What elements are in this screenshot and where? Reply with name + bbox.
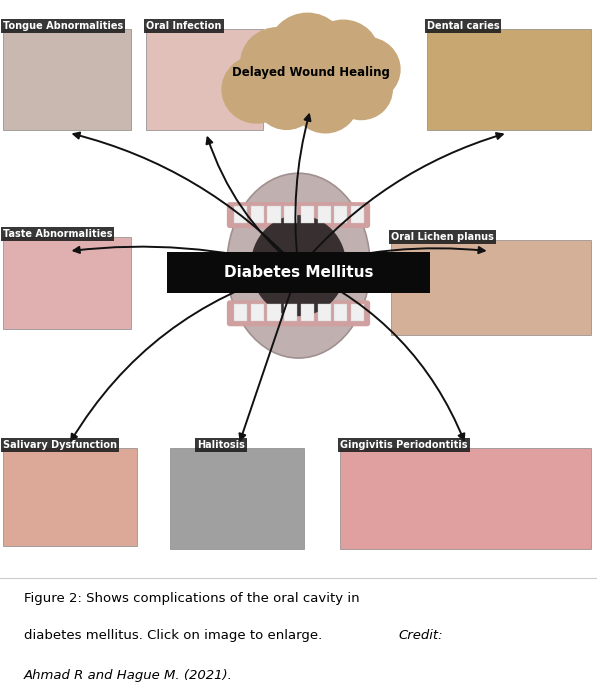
Circle shape	[222, 56, 291, 123]
Circle shape	[334, 38, 400, 101]
Text: Halitosis: Halitosis	[197, 440, 245, 449]
Text: Figure 2: Shows complications of the oral cavity in: Figure 2: Shows complications of the ora…	[24, 592, 359, 606]
Circle shape	[293, 69, 358, 133]
Text: Oral Lichen planus: Oral Lichen planus	[391, 232, 494, 242]
FancyBboxPatch shape	[3, 237, 131, 329]
Text: Taste Abnormalities: Taste Abnormalities	[3, 229, 112, 239]
FancyBboxPatch shape	[318, 206, 331, 223]
Text: Diabetes Mellitus: Diabetes Mellitus	[224, 265, 373, 280]
FancyBboxPatch shape	[251, 304, 264, 321]
FancyBboxPatch shape	[334, 206, 347, 223]
FancyBboxPatch shape	[267, 206, 281, 223]
FancyBboxPatch shape	[267, 304, 281, 321]
FancyBboxPatch shape	[3, 447, 137, 546]
Text: Ahmad R and Hague M. (2021).: Ahmad R and Hague M. (2021).	[24, 669, 233, 682]
FancyBboxPatch shape	[284, 304, 297, 321]
FancyBboxPatch shape	[391, 239, 591, 335]
Text: Oral Infection: Oral Infection	[146, 21, 221, 31]
Circle shape	[241, 28, 315, 99]
FancyBboxPatch shape	[234, 304, 247, 321]
Text: Salivary Dysfunction: Salivary Dysfunction	[3, 440, 117, 449]
Ellipse shape	[251, 215, 346, 316]
Text: Gingivitis Periodontitis: Gingivitis Periodontitis	[340, 440, 468, 449]
FancyBboxPatch shape	[351, 206, 364, 223]
Text: diabetes mellitus. Click on image to enlarge.: diabetes mellitus. Click on image to enl…	[24, 629, 327, 642]
FancyBboxPatch shape	[170, 447, 304, 549]
Circle shape	[330, 60, 392, 120]
FancyBboxPatch shape	[340, 447, 591, 549]
FancyBboxPatch shape	[301, 304, 314, 321]
FancyBboxPatch shape	[301, 206, 314, 223]
Circle shape	[256, 69, 318, 130]
FancyBboxPatch shape	[3, 29, 131, 130]
FancyBboxPatch shape	[334, 304, 347, 321]
Circle shape	[269, 13, 346, 88]
FancyBboxPatch shape	[284, 206, 297, 223]
Ellipse shape	[227, 174, 370, 358]
Text: Credit:: Credit:	[399, 629, 444, 642]
Circle shape	[307, 20, 379, 90]
FancyBboxPatch shape	[227, 202, 370, 228]
Text: Delayed Wound Healing: Delayed Wound Healing	[232, 66, 389, 78]
FancyBboxPatch shape	[234, 206, 247, 223]
FancyBboxPatch shape	[427, 29, 591, 130]
FancyBboxPatch shape	[167, 252, 430, 293]
Text: Tongue Abnormalities: Tongue Abnormalities	[3, 21, 123, 31]
FancyBboxPatch shape	[146, 29, 263, 130]
Text: Dental caries: Dental caries	[427, 21, 500, 31]
Circle shape	[267, 31, 353, 114]
FancyBboxPatch shape	[351, 304, 364, 321]
FancyBboxPatch shape	[227, 300, 370, 326]
FancyBboxPatch shape	[318, 304, 331, 321]
FancyBboxPatch shape	[251, 206, 264, 223]
